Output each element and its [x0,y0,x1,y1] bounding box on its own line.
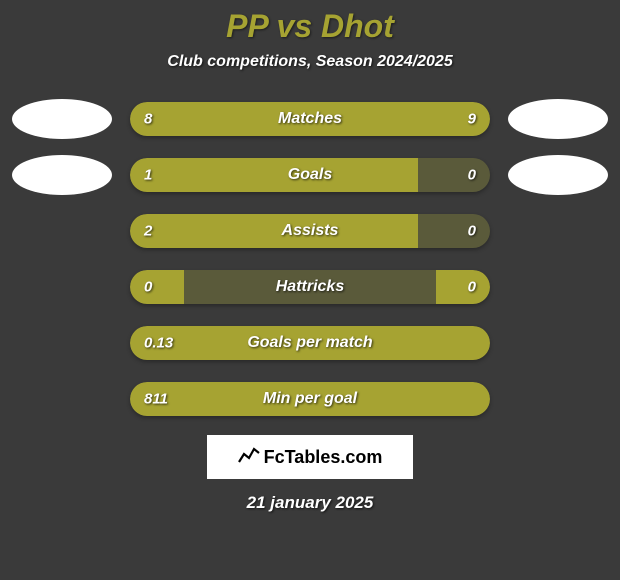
avatar-spacer [508,211,608,251]
page-title: PP vs Dhot [0,8,620,45]
stat-row: 811Min per goal [0,379,620,419]
stat-row: 8Matches9 [0,99,620,139]
comparison-card: PP vs Dhot Club competitions, Season 202… [0,0,620,513]
avatar-spacer [508,379,608,419]
stat-bar: 811Min per goal [130,382,490,416]
stats-list: 8Matches91Goals02Assists00Hattricks00.13… [0,99,620,419]
stat-row: 1Goals0 [0,155,620,195]
brand-icon [238,446,260,469]
stat-value-right: 0 [468,279,476,296]
stat-label: Goals [130,166,490,184]
stat-value-right: 0 [468,223,476,240]
player-avatar-left [12,155,112,195]
stat-row: 0.13Goals per match [0,323,620,363]
stat-row: 0Hattricks0 [0,267,620,307]
stat-bar: 2Assists0 [130,214,490,248]
stat-label: Assists [130,222,490,240]
stat-value-right: 9 [468,111,476,128]
stat-bar: 8Matches9 [130,102,490,136]
date-label: 21 january 2025 [0,493,620,513]
player-avatar-left [12,99,112,139]
avatar-spacer [12,379,112,419]
stat-bar: 1Goals0 [130,158,490,192]
stat-label: Goals per match [130,334,490,352]
avatar-spacer [12,323,112,363]
player-avatar-right [508,99,608,139]
avatar-spacer [12,267,112,307]
stat-label: Matches [130,110,490,128]
brand-badge[interactable]: FcTables.com [207,435,413,479]
stat-bar: 0.13Goals per match [130,326,490,360]
avatar-spacer [12,211,112,251]
player-avatar-right [508,155,608,195]
subtitle: Club competitions, Season 2024/2025 [0,53,620,71]
brand-text: FcTables.com [264,447,383,468]
stat-bar: 0Hattricks0 [130,270,490,304]
stat-row: 2Assists0 [0,211,620,251]
stat-label: Hattricks [130,278,490,296]
stat-label: Min per goal [130,390,490,408]
avatar-spacer [508,323,608,363]
avatar-spacer [508,267,608,307]
stat-value-right: 0 [468,167,476,184]
